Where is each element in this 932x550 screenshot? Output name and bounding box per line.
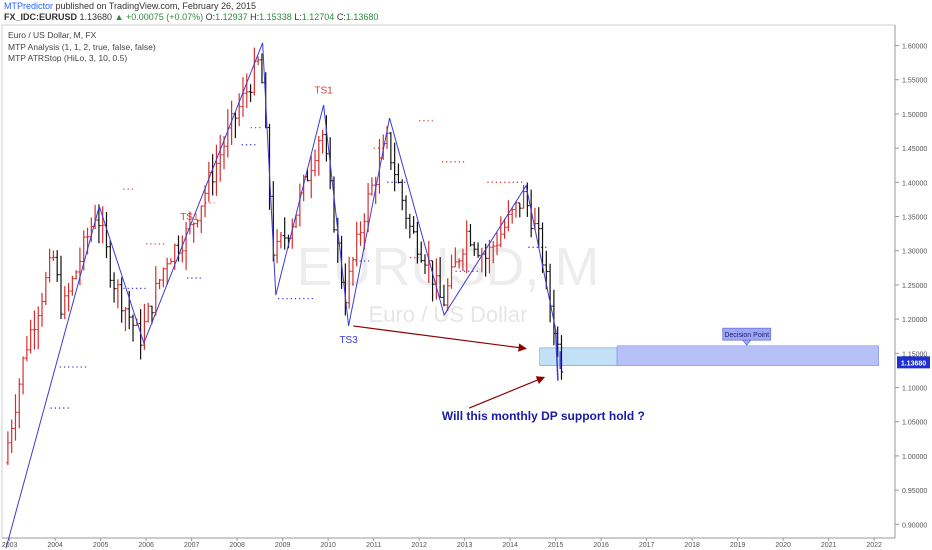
x-tick-label: 2008 (229, 542, 245, 549)
legend-study-atrstop[interactable]: MTP ATRStop (HiLo, 3, 10, 0.5) (8, 53, 128, 63)
open-label: O: (205, 12, 216, 22)
quote-line: FX_IDC:EURUSD 1.13680 ▲ +0.00075 (+0.07%… (4, 12, 378, 22)
annotation-question: Will this monthly DP support hold ? (442, 409, 645, 423)
x-axis: 2003 2004 2005 2006 2007 2008 2009 2010 2011 2012… (2, 538, 882, 549)
y-axis: 0.90000 0.95000 1.00000 1.05000 1.10000 1.150… (895, 44, 927, 529)
publisher-link[interactable]: MTPredictor (4, 1, 54, 11)
x-tick-label: 2010 (320, 542, 336, 549)
close-value: 1.13680 (345, 12, 379, 22)
x-tick-label: 2019 (730, 542, 746, 549)
annotation-arrow (468, 376, 546, 409)
legend-title: Euro / US Dollar, M, FX (8, 30, 97, 40)
publish-info: published on TradingView.com, February 2… (53, 1, 256, 11)
y-tick-label: 1.60000 (902, 44, 927, 51)
x-tick-label: 2005 (93, 542, 109, 549)
x-tick-label: 2011 (366, 542, 381, 549)
price-tag-label: 1.13680 (901, 360, 926, 367)
decision-point-label: Decision Point (724, 332, 769, 339)
y-tick-label: 1.55000 (902, 78, 927, 85)
price-change-value: +0.00075 (+0.07%) (126, 12, 204, 22)
high-label: H: (250, 12, 260, 22)
annotation-arrow (353, 325, 527, 352)
price-tag (897, 356, 930, 369)
swing-line (5, 42, 557, 549)
ohlc-bars-layer (6, 47, 564, 466)
zones-layer (539, 345, 879, 366)
atr-stop-layer (50, 120, 547, 409)
x-tick-label: 2009 (275, 542, 291, 549)
x-tick-label: 2004 (47, 542, 63, 549)
x-tick-label: 2020 (775, 542, 791, 549)
swing-line-down-leg (554, 329, 559, 381)
last-price: 1.13680 (79, 12, 113, 22)
high-value: 1.15338 (259, 12, 292, 22)
x-tick-label: 2007 (184, 542, 200, 549)
x-tick-label: 2017 (639, 542, 655, 549)
low-label: L: (294, 12, 302, 22)
ts-label: TS1 (180, 212, 199, 223)
x-tick-label: 2021 (821, 542, 837, 549)
y-tick-label: 0.90000 (902, 522, 927, 529)
y-tick-label: 1.25000 (902, 283, 927, 290)
decision-zone (616, 345, 879, 366)
ts-label: TS1 (314, 85, 333, 96)
decision-point-pointer (742, 339, 752, 346)
x-tick-label: 2013 (457, 542, 473, 549)
x-tick-label: 2016 (593, 542, 609, 549)
legend-study-analysis[interactable]: MTP Analysis (1, 1, 2, true, false, fals… (8, 42, 156, 52)
y-tick-label: 1.30000 (902, 249, 927, 256)
x-tick-label: 2003 (2, 542, 18, 549)
x-tick-label: 2015 (548, 542, 564, 549)
x-tick-label: 2014 (502, 542, 518, 549)
close-label: C: (336, 12, 346, 22)
x-tick-label: 2006 (138, 542, 154, 549)
y-tick-label: 1.35000 (902, 215, 927, 222)
y-tick-label: 1.10000 (902, 386, 927, 393)
y-tick-label: 1.45000 (902, 146, 927, 153)
y-tick-label: 1.40000 (902, 180, 927, 187)
publish-line: MTPredictor published on TradingView.com… (4, 1, 256, 11)
low-value: 1.12704 (301, 12, 335, 22)
swing-layer (5, 42, 559, 549)
y-tick-label: 1.50000 (902, 112, 927, 119)
x-tick-label: 2012 (411, 542, 427, 549)
price-change: ▲ +0.00075 (+0.07%) (114, 12, 204, 22)
y-tick-label: 1.20000 (902, 317, 927, 324)
x-tick-label: 2018 (684, 542, 700, 549)
x-tick-label: 2022 (866, 542, 882, 549)
decision-zone (539, 347, 618, 366)
y-tick-label: 1.15000 (902, 351, 927, 358)
open-value: 1.12937 (215, 12, 248, 22)
ts-label: TS3 (339, 335, 358, 346)
symbol: FX_IDC:EURUSD (4, 12, 78, 22)
y-tick-label: 1.05000 (902, 420, 927, 427)
annotation-layer: TS1 TS1 TS3 Decision Point Will this monthly… (180, 85, 930, 423)
y-tick-label: 1.00000 (902, 454, 927, 461)
y-tick-label: 0.95000 (902, 488, 927, 495)
